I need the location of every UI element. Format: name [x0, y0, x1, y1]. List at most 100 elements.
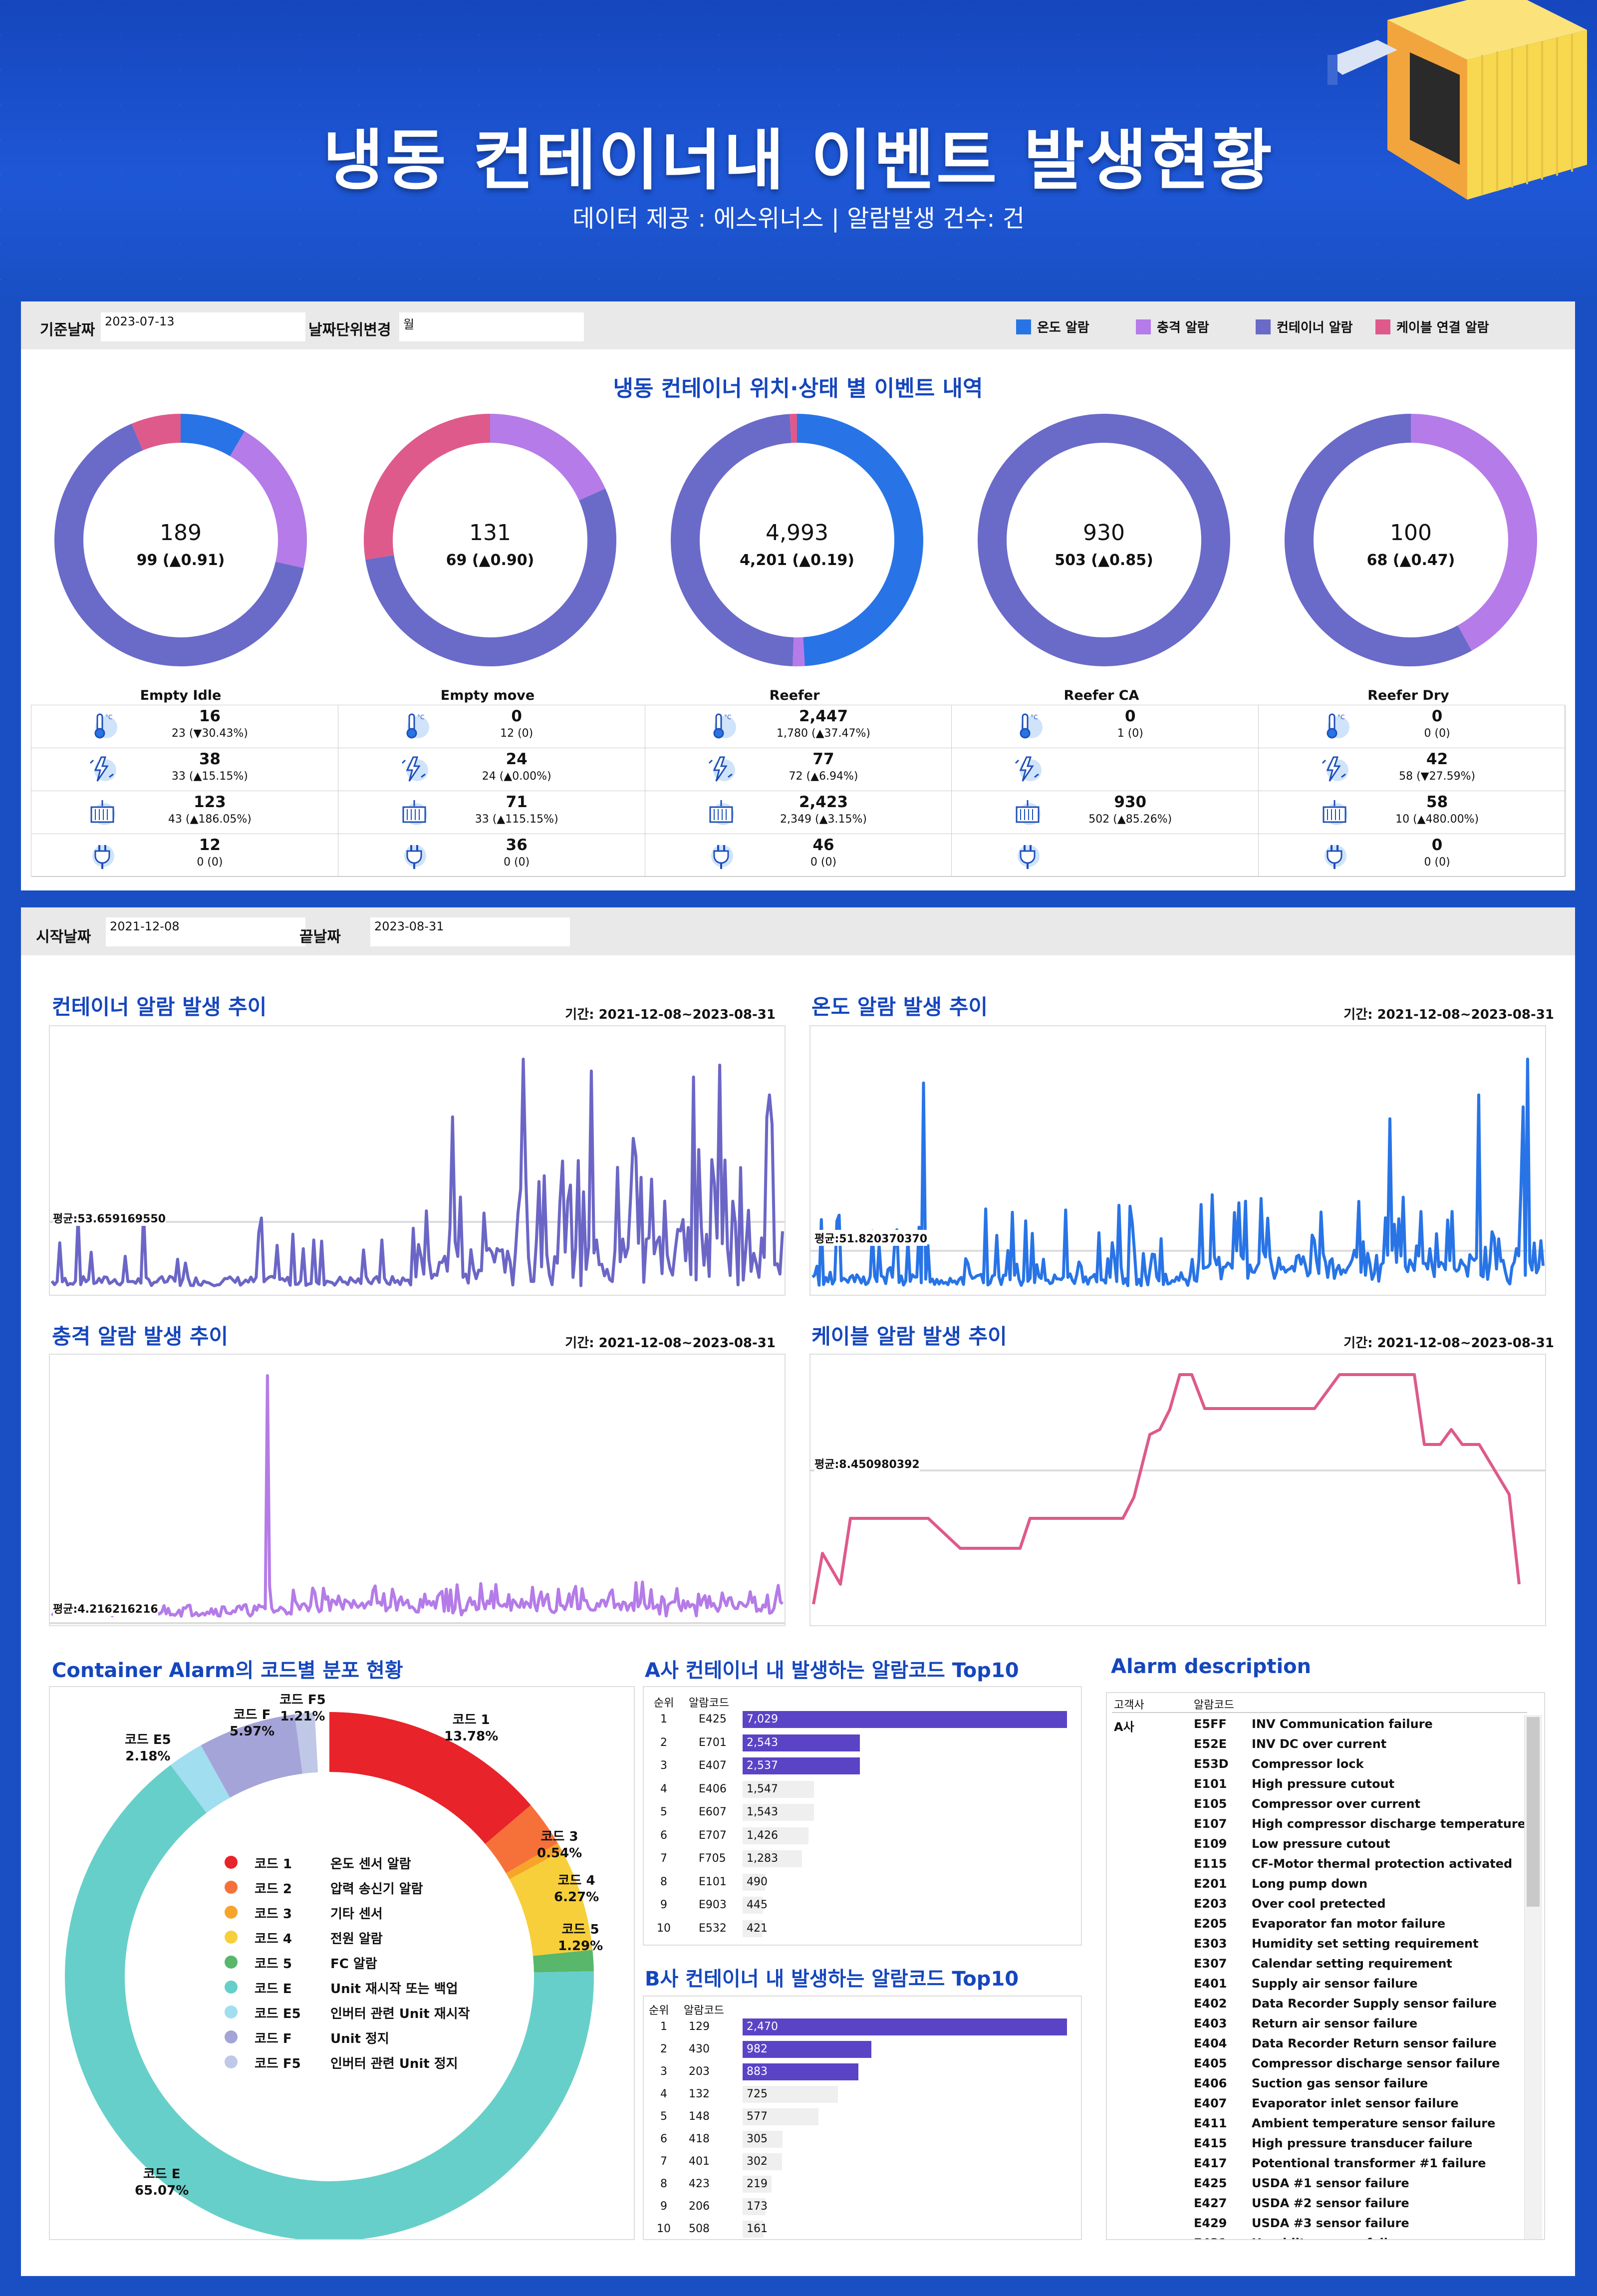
donut-segment-temp[interactable]	[180, 414, 245, 457]
desc-scrollbar-thumb[interactable]	[1527, 1717, 1540, 1907]
stats-value: 71	[506, 793, 528, 811]
pie-slice-코드-5[interactable]	[532, 1950, 594, 1973]
top10-row[interactable]: 6 E707 1,426	[644, 1825, 1083, 1846]
temp-alarm-trend-title: 온도 알람 발생 추이	[811, 995, 988, 1019]
legend-dot-icon	[225, 1906, 238, 1919]
pie-slice-코드-1[interactable]	[329, 1712, 531, 1844]
donut-segment-cable[interactable]	[364, 414, 491, 560]
top10-b-title: B사 컨테이너 내 발생하는 알람코드 Top10	[645, 1968, 1019, 1991]
pie-legend-code: 코드 F5	[255, 2056, 301, 2071]
alarm-description-table[interactable]: 고객사 알람코드 A사 E5FF INV Communication failur…	[1106, 1692, 1545, 2240]
temp-alarm-average: 평균:51.820370370	[814, 1230, 928, 1246]
donut-segment-cable[interactable]	[131, 414, 181, 451]
shock-icon	[398, 753, 430, 785]
date-unit-select[interactable]: 월	[399, 312, 584, 341]
top10-rank: 1	[660, 1713, 667, 1725]
desc-header-customer: 고객사	[1114, 1699, 1144, 1712]
top10-row[interactable]: 1 129 2,470	[644, 2016, 1083, 2037]
donut-total: 131	[469, 520, 511, 546]
pie-label-pct: 0.54%	[537, 1845, 582, 1861]
top10-b-header-code: 알람코드	[684, 2005, 724, 2017]
top10-row[interactable]: 3 E407 2,537	[644, 1755, 1083, 1776]
end-date-input[interactable]: 2023-08-31	[370, 917, 570, 946]
top10-row[interactable]: 2 430 982	[644, 2039, 1083, 2060]
top10-row[interactable]: 9 E903 445	[644, 1895, 1083, 1916]
top10-row[interactable]: 2 E701 2,543	[644, 1732, 1083, 1753]
start-date-input[interactable]: 2021-12-08	[106, 917, 305, 946]
donut-segment-container[interactable]	[365, 488, 616, 666]
container-icon	[86, 796, 118, 828]
pie-slice-코드-f5[interactable]	[294, 1712, 318, 1774]
donut-segment-temp[interactable]	[797, 414, 923, 666]
donut-segment-container[interactable]	[978, 414, 1230, 666]
donut-empty-move[interactable]: 131 69 (▲0.90)	[350, 411, 630, 681]
top10-row[interactable]: 8 423 219	[644, 2174, 1083, 2195]
pie-slice-코드-3[interactable]	[506, 1843, 562, 1880]
top10-value: 725	[747, 2088, 768, 2100]
top10-bar	[743, 1873, 766, 1891]
desc-row: E201 Long pump down	[1107, 1877, 1544, 1897]
code-distribution-chart: 코드 1 13.78% 코드 3 0.54% 코드 4 6.27% 코드 5 1.29% 코드 …	[49, 1686, 635, 2241]
desc-code: E205	[1194, 1917, 1227, 1931]
pie-slice-코드-e[interactable]	[65, 1765, 594, 2241]
desc-row: E427 USDA #2 sensor failure	[1107, 2196, 1544, 2216]
donut-segment-shock[interactable]	[490, 414, 606, 501]
top10-row[interactable]: 3 203 883	[644, 2061, 1083, 2082]
stats-cell: 71 33 (▲115.15%)	[338, 791, 645, 834]
container-alarm-trend-chart: 평균:53.659169550	[49, 1025, 786, 1296]
trend-line[interactable]	[811, 1057, 1545, 1287]
donut-reefer[interactable]: 4,993 4,201 (▲0.19)	[657, 411, 937, 681]
stats-text: 12 0 (0)	[126, 836, 293, 868]
desc-row: E53D Compressor lock	[1107, 1757, 1544, 1777]
top10-row[interactable]: 6 418 305	[644, 2129, 1083, 2150]
thermometer-icon: °C	[1319, 710, 1350, 742]
top10-row[interactable]: 1 E425 7,029	[644, 1709, 1083, 1730]
donut-segment-shock[interactable]	[1410, 414, 1537, 651]
pie-slice-코드-2[interactable]	[485, 1805, 558, 1874]
top10-code: 148	[689, 2110, 710, 2123]
stats-text: 2,447 1,780 (▲37.47%)	[740, 707, 907, 740]
top10-row[interactable]: 7 F705 1,283	[644, 1848, 1083, 1869]
pie-slice-코드-f[interactable]	[201, 1714, 303, 1798]
top10-code: 401	[689, 2155, 710, 2168]
trend-line[interactable]	[812, 1373, 1521, 1605]
top10-row[interactable]: 10 E532 421	[644, 1918, 1083, 1939]
top10-code: E903	[699, 1899, 727, 1911]
top10-row[interactable]: 4 132 725	[644, 2084, 1083, 2105]
top10-code: 423	[689, 2178, 710, 2190]
pie-slice-코드-4[interactable]	[509, 1851, 593, 1957]
top10-row[interactable]: 9 206 173	[644, 2196, 1083, 2217]
pie-slice-코드-e5[interactable]	[170, 1745, 231, 1813]
desc-code: E431	[1194, 2236, 1227, 2239]
donut-reefer-dry[interactable]: 100 68 (▲0.47)	[1271, 411, 1551, 681]
trend-line[interactable]	[50, 1057, 784, 1287]
top10-row[interactable]: 5 E607 1,543	[644, 1802, 1083, 1823]
stats-cell: 24 24 (▲0.00%)	[338, 748, 645, 791]
shock-alarm-average: 평균:4.216216216	[53, 1600, 158, 1616]
top10-row[interactable]: 4 E406 1,547	[644, 1779, 1083, 1800]
desc-text: Suction gas sensor failure	[1252, 2076, 1428, 2090]
base-date-input[interactable]: 2023-07-13	[101, 312, 305, 341]
legend-temp-alarm: 온도 알람	[1016, 317, 1089, 336]
top10-code: 203	[689, 2065, 710, 2078]
top10-row[interactable]: 10 508 161	[644, 2219, 1083, 2240]
stats-text: 71 33 (▲115.15%)	[433, 793, 600, 826]
donut-segment-container[interactable]	[671, 414, 794, 666]
desc-scrollbar[interactable]	[1524, 1715, 1542, 2239]
top10-row[interactable]: 5 148 577	[644, 2106, 1083, 2127]
donut-empty-idle[interactable]: 189 99 (▲0.91)	[41, 411, 320, 681]
top10-bar	[743, 2198, 766, 2215]
top10-row[interactable]: 8 E101 490	[644, 1872, 1083, 1893]
stats-previous: 72 (▲6.94%)	[789, 770, 858, 783]
top10-row[interactable]: 7 401 302	[644, 2151, 1083, 2172]
donut-segment-shock[interactable]	[230, 431, 307, 569]
stats-cell: 0 0 (0)	[1259, 834, 1566, 877]
trend-line[interactable]	[50, 1374, 784, 1618]
top10-rank: 7	[660, 2155, 667, 2168]
donut-segment-container[interactable]	[54, 423, 304, 666]
shock-alarm-trend-period: 기간: 2021-12-08~2023-08-31	[565, 1336, 776, 1351]
donut-reefer-ca[interactable]: 930 503 (▲0.85)	[964, 411, 1244, 681]
stats-cell: 38 33 (▲15.15%)	[31, 748, 338, 791]
top10-bar	[743, 1757, 860, 1774]
donut-segment-container[interactable]	[1285, 414, 1472, 666]
